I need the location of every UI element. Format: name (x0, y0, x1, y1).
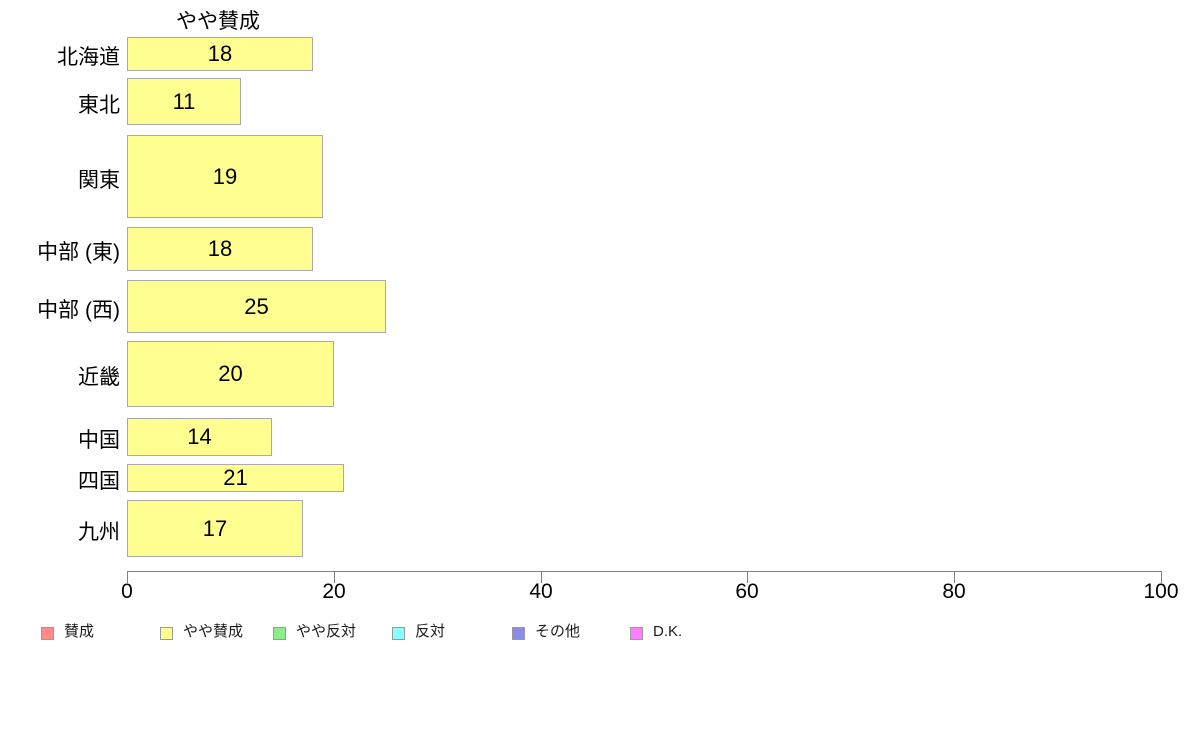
bar: 18 (127, 37, 313, 71)
category-label: 東北 (78, 93, 120, 117)
x-axis-tick-label: 20 (322, 580, 346, 603)
bar: 25 (127, 280, 386, 333)
bar-value-label: 18 (207, 41, 233, 66)
x-axis-line (127, 571, 1161, 572)
legend-label: D.K. (653, 623, 683, 640)
bar: 11 (127, 78, 241, 125)
legend-label: やや賛成 (183, 623, 244, 640)
bar-value-label: 14 (187, 424, 212, 449)
bar: 14 (127, 418, 272, 456)
bar-value-label: 19 (212, 164, 238, 189)
x-axis-tick (747, 571, 748, 583)
x-axis-tick (1161, 571, 1162, 583)
legend-swatch-icon (41, 627, 54, 640)
legend-label: 賛成 (64, 623, 95, 640)
x-axis-tick (334, 571, 335, 583)
category-label: 関東 (78, 168, 120, 192)
bar: 20 (127, 341, 334, 407)
x-axis-tick-label: 80 (942, 580, 966, 603)
legend-swatch-icon (160, 627, 173, 640)
bar-value-label: 18 (207, 236, 233, 261)
legend-swatch-icon (273, 627, 286, 640)
category-label: 中国 (78, 429, 120, 452)
x-axis-tick-label: 60 (735, 580, 759, 603)
chart-title: やや賛成 (176, 10, 260, 33)
category-label: 中部 (西) (37, 298, 120, 322)
category-label: 近畿 (78, 366, 120, 389)
x-axis-tick-label: 40 (529, 580, 553, 603)
bar-value-label: 20 (218, 361, 243, 386)
category-label: 四国 (78, 470, 120, 493)
legend-label: その他 (535, 623, 581, 640)
x-axis-tick (541, 571, 542, 583)
x-axis-tick (954, 571, 955, 583)
legend-swatch-icon (392, 627, 405, 640)
bar: 17 (127, 500, 303, 557)
bar: 19 (127, 135, 323, 218)
legend-swatch-icon (512, 627, 525, 640)
bar-value-label: 11 (172, 89, 196, 114)
category-label: 中部 (東) (37, 241, 120, 264)
bar-value-label: 17 (202, 516, 228, 541)
category-label: 北海道 (57, 46, 120, 69)
bar: 18 (127, 227, 313, 271)
bar: 21 (127, 464, 344, 492)
legend-label: 反対 (415, 623, 446, 640)
x-axis-tick (127, 571, 128, 583)
bar-value-label: 25 (244, 294, 269, 319)
legend-label: やや反対 (296, 623, 357, 640)
bar-value-label: 21 (223, 465, 248, 490)
x-axis-tick-label: 0 (121, 580, 133, 603)
x-axis-tick-label: 100 (1143, 580, 1179, 603)
category-label: 九州 (78, 520, 120, 544)
legend-swatch-icon (630, 627, 643, 640)
